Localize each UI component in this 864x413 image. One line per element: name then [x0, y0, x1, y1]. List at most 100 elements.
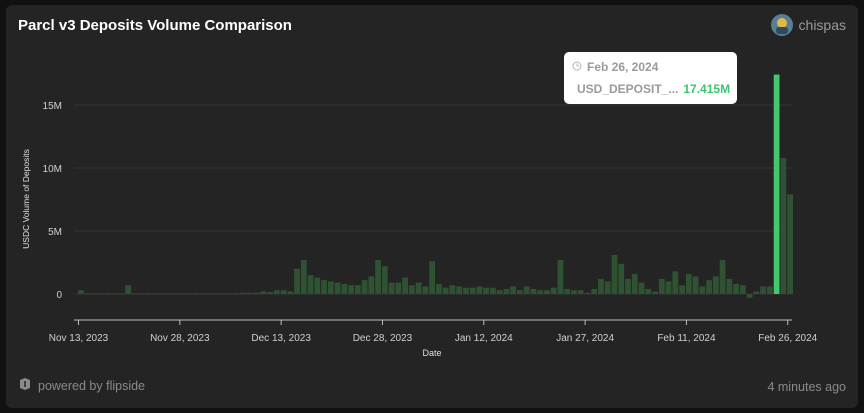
bar: [84, 293, 91, 295]
x-tick-label: Jan 12, 2024: [455, 333, 513, 344]
bar: [381, 266, 388, 294]
bar: [699, 286, 706, 294]
bar: [145, 293, 152, 295]
bar: [564, 288, 571, 294]
bar: [341, 283, 348, 294]
bar: [571, 290, 577, 294]
bar: [422, 286, 429, 294]
x-tick-label: Jan 27, 2024: [556, 333, 614, 344]
bar: [159, 293, 165, 295]
bar: [530, 288, 537, 294]
bar: [105, 293, 111, 295]
bar: [206, 293, 213, 295]
bar: [240, 292, 246, 294]
y-tick-label: 0: [56, 290, 62, 301]
bar: [91, 293, 98, 295]
bar: [436, 283, 442, 294]
bar: [557, 259, 564, 294]
bar: [692, 276, 699, 294]
bar: [476, 286, 483, 294]
bar: [760, 286, 766, 294]
bar: [483, 287, 490, 294]
bar: [429, 261, 435, 294]
bar: [375, 259, 381, 294]
bar: [780, 157, 787, 294]
bar: [753, 291, 760, 294]
bar: [199, 293, 206, 295]
bar: [685, 273, 692, 294]
bar: [739, 285, 746, 294]
bar: [679, 285, 685, 294]
last-updated: 4 minutes ago: [767, 380, 846, 394]
flipside-logo-icon: [18, 377, 32, 394]
x-tick-label: Nov 28, 2023: [150, 333, 210, 344]
bar: [233, 293, 240, 295]
bar: [510, 286, 517, 294]
bar: [267, 292, 273, 294]
bar: [368, 276, 375, 294]
bar: [496, 290, 503, 294]
bar: [463, 287, 469, 294]
bar: [550, 287, 557, 294]
bar: [300, 259, 307, 294]
bar: [598, 278, 604, 294]
bar: [712, 276, 719, 294]
tooltip-value: 17.415M: [683, 82, 731, 96]
bar: [490, 287, 496, 294]
bar: [294, 268, 300, 294]
bar: [517, 290, 523, 294]
bar: [213, 293, 219, 295]
bar: [604, 281, 611, 294]
bar: [307, 275, 314, 294]
bar: [402, 277, 408, 294]
bar-chart: 0 5M 10M 15M Nov 13, 2023 Nov 28, 2023 Dec 13,…: [21, 74, 818, 358]
bar: [348, 285, 354, 294]
x-tick-label: Nov 13, 2023: [49, 333, 109, 344]
powered-by-link[interactable]: powered by flipside: [18, 377, 145, 394]
bar: [618, 263, 625, 294]
bar: [192, 293, 199, 295]
tooltip-date: Feb 26, 2024: [587, 60, 659, 74]
y-tick-label: 10M: [43, 164, 62, 175]
bar: [314, 277, 321, 294]
bar: [273, 290, 280, 294]
bar: [645, 288, 652, 294]
bar: [354, 285, 361, 294]
bar: [625, 278, 631, 294]
bar: [186, 293, 192, 295]
clock-icon: [572, 60, 582, 74]
bar: [591, 288, 598, 294]
bar: [766, 286, 773, 294]
y-axis-title: USDC Volume of Deposits: [21, 149, 31, 249]
author-badge[interactable]: chispas: [770, 14, 846, 36]
y-tick-label: 5M: [48, 227, 62, 238]
tooltip-series: USD_DEPOSIT_...: [577, 82, 679, 96]
author-name: chispas: [798, 17, 846, 33]
bar: [253, 292, 260, 294]
bar: [415, 282, 422, 294]
bar: [226, 293, 233, 295]
bar: [611, 254, 618, 294]
x-tick-label: Feb 11, 2024: [657, 333, 716, 344]
bar: [658, 278, 665, 294]
bar: [787, 194, 793, 294]
bar: [442, 287, 449, 294]
bar: [523, 286, 530, 294]
bar: [544, 290, 550, 294]
y-tick-label: 15M: [43, 101, 62, 112]
bar: [172, 293, 179, 295]
bar: [361, 280, 368, 294]
bar: [665, 281, 672, 294]
bar: [726, 278, 733, 294]
avatar: [770, 14, 793, 36]
bar: [706, 280, 712, 294]
bar: [132, 293, 138, 295]
bar: [388, 282, 395, 294]
bar: [246, 292, 253, 294]
bar: [165, 293, 172, 295]
bar: [138, 293, 145, 295]
bar: [746, 294, 753, 298]
bar: [280, 290, 287, 294]
bar: [503, 288, 510, 294]
bar: [334, 282, 341, 294]
